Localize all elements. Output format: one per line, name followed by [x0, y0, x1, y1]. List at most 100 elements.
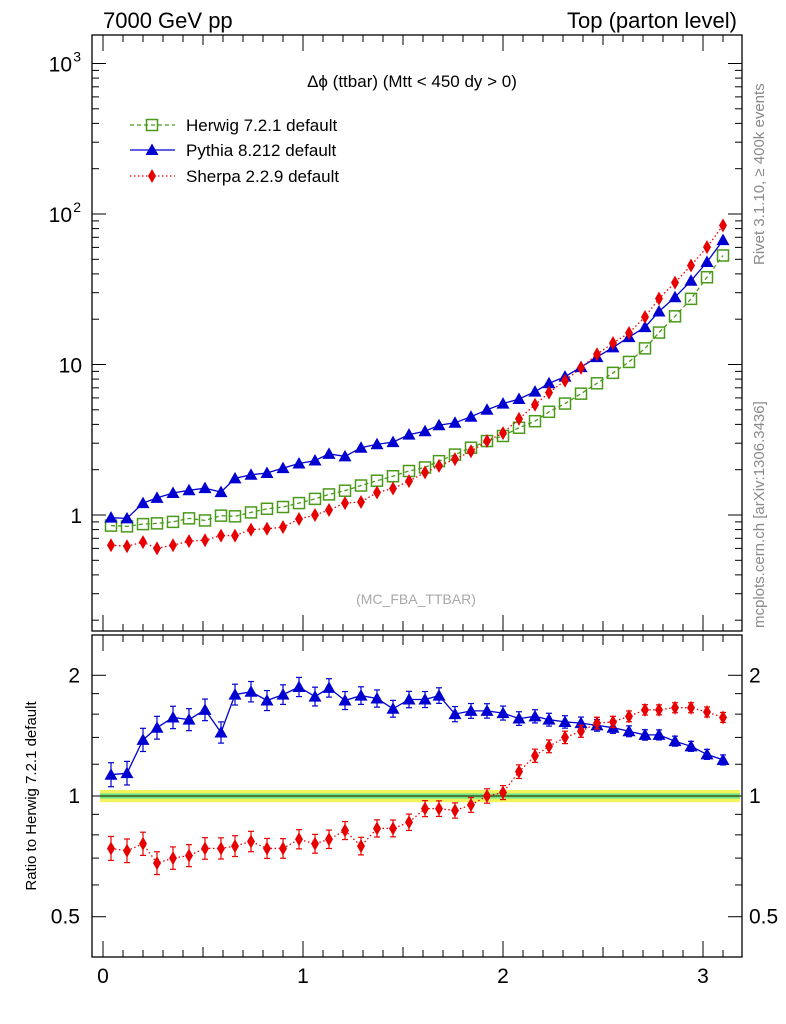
herwig-point	[622, 355, 636, 369]
pythia-point	[260, 466, 274, 479]
herwig-point	[668, 310, 682, 323]
sherpa-ratio-point	[545, 739, 553, 754]
herwig-point	[260, 502, 274, 516]
pythia-ratio-point	[322, 681, 336, 693]
pythia-point	[386, 435, 400, 448]
sherpa-point	[405, 474, 413, 489]
sherpa-point	[531, 397, 539, 412]
herwig-point	[322, 488, 336, 501]
sherpa-point	[483, 434, 491, 449]
herwig-point	[684, 292, 698, 306]
sherpa-ratio-point	[499, 785, 507, 800]
herwig-point	[228, 510, 242, 523]
pythia-ratio-point	[198, 703, 212, 715]
main-title: Δϕ (ttbar) (Mtt < 450 dy > 0)	[307, 72, 517, 91]
sherpa-ratio-point	[263, 841, 271, 856]
herwig-point	[370, 474, 384, 487]
sherpa-ratio-point	[451, 803, 459, 818]
legend-entry-sherpa: Sherpa 2.2.9 default	[130, 167, 339, 186]
sherpa-point	[139, 535, 147, 550]
sherpa-ratio-point	[421, 801, 429, 816]
herwig-point	[198, 514, 212, 527]
sherpa-ratio-point	[435, 801, 443, 816]
header-right: Top (parton level)	[567, 8, 737, 33]
sherpa-point	[625, 325, 633, 340]
sherpa-ratio-point	[467, 797, 475, 812]
sherpa-point	[201, 533, 209, 548]
herwig-line	[110, 255, 724, 528]
sherpa-ratio-point	[561, 730, 569, 745]
sherpa-point	[451, 452, 459, 467]
pythia-ratio-point	[652, 728, 666, 740]
pythia-ratio-point	[432, 689, 446, 701]
pythia-ratio-point	[622, 724, 636, 737]
pythia-ratio-point	[308, 690, 322, 702]
pythia-point	[496, 397, 510, 409]
pythia-point	[528, 385, 542, 397]
pythia-ratio-point	[512, 712, 526, 724]
sherpa-ratio-line	[110, 707, 724, 864]
ratio-series	[104, 676, 730, 876]
herwig-point	[542, 405, 556, 419]
pythia-point	[370, 437, 384, 450]
y-tick-label: 10	[49, 54, 72, 77]
pythia-point	[418, 424, 432, 437]
sherpa-point	[279, 520, 287, 535]
y-tick-label: 1	[70, 505, 82, 528]
herwig-point	[308, 492, 322, 506]
y-tick-label: 10	[59, 355, 82, 378]
y-tick-label-exponent: 3	[73, 49, 81, 65]
herwig-point	[528, 414, 542, 428]
ratio-y-tick-labels: 0.5 0.5 1 1 2 2	[51, 664, 778, 928]
pythia-ratio-point	[136, 733, 150, 745]
pythia-ratio-point	[150, 721, 164, 733]
y-tick-label-exponent: 2	[73, 199, 81, 215]
sherpa-ratio-point	[703, 704, 711, 719]
herwig-point	[150, 517, 164, 530]
x-tick-label: 0	[97, 965, 109, 988]
pythia-ratio-point	[684, 739, 698, 752]
sherpa-ratio-point	[389, 821, 397, 836]
pythia-point	[668, 290, 682, 303]
legend-marker-sherpa	[148, 169, 156, 183]
header-left: 7000 GeV pp	[103, 8, 233, 33]
pythia-ratio-point	[418, 693, 432, 705]
pythia-point	[512, 392, 526, 404]
pythia-point	[354, 441, 368, 453]
sherpa-point	[107, 538, 115, 553]
legend-label-herwig: Herwig 7.2.1 default	[186, 116, 337, 135]
sherpa-ratio-point	[217, 841, 225, 856]
sherpa-point	[421, 465, 429, 480]
legend-entry-herwig: Herwig 7.2.1 default	[130, 116, 337, 135]
pythia-ratio-point	[402, 693, 416, 705]
sherpa-point	[545, 385, 553, 400]
sherpa-ratio-point	[201, 841, 209, 856]
pythia-point	[150, 491, 164, 503]
sherpa-ratio-point	[515, 764, 523, 779]
herwig-point	[558, 397, 572, 410]
pythia-point	[716, 233, 730, 246]
pythia-point	[104, 511, 118, 523]
sherpa-ratio-point	[671, 700, 679, 715]
pythia-ratio-point	[668, 734, 682, 747]
legend-marker-pythia	[145, 143, 159, 155]
herwig-point	[276, 500, 290, 514]
sherpa-point	[609, 335, 617, 350]
pythia-point	[244, 468, 258, 480]
pythia-point	[166, 486, 180, 499]
watermark: (MC_FBA_TTBAR)	[356, 591, 476, 607]
pythia-point	[432, 418, 446, 431]
sherpa-point	[593, 347, 601, 362]
sherpa-point	[263, 521, 271, 536]
sherpa-ratio-point	[687, 700, 695, 715]
herwig-point	[354, 479, 368, 492]
sherpa-ratio-point	[153, 856, 161, 871]
main-y-ticks	[92, 63, 742, 621]
pythia-point	[276, 461, 290, 474]
sherpa-ratio-point	[325, 832, 333, 847]
legend-marker-herwig	[145, 118, 159, 132]
pythia-point	[136, 496, 150, 509]
sherpa-point	[231, 528, 239, 543]
y-tick-label-right: 2	[749, 664, 761, 687]
pythia-point	[542, 376, 556, 389]
